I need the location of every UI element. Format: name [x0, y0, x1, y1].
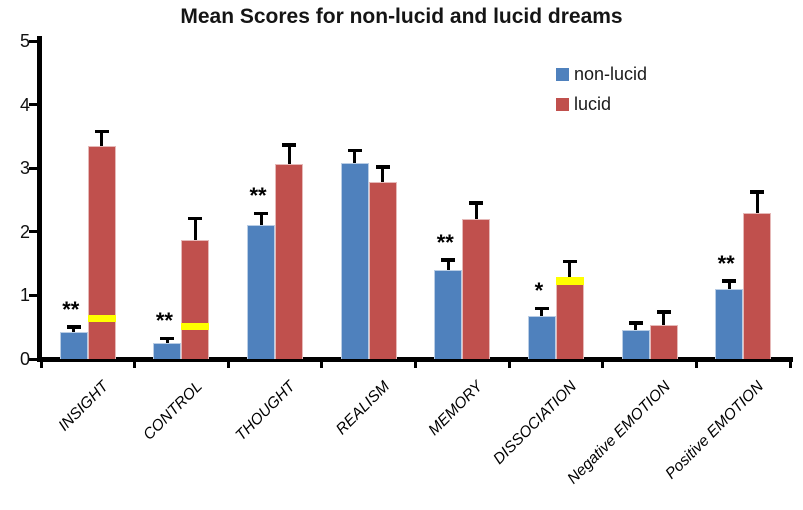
error-bar-lucid-realism — [381, 166, 385, 183]
error-bar-non-lucid-dissociation — [540, 308, 544, 316]
x-axis-tick — [507, 361, 511, 368]
error-bar-non-lucid-insight — [72, 326, 76, 333]
y-axis-tick-label: 1 — [19, 285, 30, 306]
error-bar-cap — [94, 129, 109, 134]
y-axis-tick — [29, 39, 38, 43]
y-axis-tick-label: 0 — [19, 349, 30, 369]
significance-marker-dissociation: * — [534, 278, 544, 304]
legend-label: non-lucid — [574, 64, 648, 84]
error-bar-non-lucid-realism — [353, 150, 357, 164]
error-bar-non-lucid-positive-emotion — [727, 280, 731, 290]
error-bar-lucid-control — [193, 218, 197, 241]
legend-swatch-lucid — [556, 98, 569, 111]
error-bar-cap — [254, 211, 269, 216]
y-axis-tick-label: 2 — [19, 221, 30, 242]
legend-item-lucid: lucid — [556, 94, 647, 115]
error-bar-non-lucid-control — [165, 338, 169, 344]
bar-lucid-insight — [87, 145, 116, 359]
error-bar-cap — [188, 216, 203, 221]
x-axis-tick — [320, 361, 324, 368]
x-axis-tick — [39, 361, 43, 368]
error-bar-lucid-insight — [100, 131, 104, 146]
significance-marker-control: ** — [155, 308, 173, 333]
error-bar-cap — [469, 201, 484, 205]
bar-lucid-dissociation — [555, 276, 584, 359]
error-bar-non-lucid-thought — [259, 213, 263, 226]
significance-marker-insight: ** — [62, 296, 80, 322]
highlight-band-dissociation — [555, 276, 584, 285]
error-bar-cap — [722, 279, 737, 283]
x-axis-line — [37, 357, 793, 362]
x-axis-tick — [133, 361, 137, 368]
legend-swatch-non-lucid — [556, 68, 569, 81]
y-axis-tick — [29, 166, 38, 170]
bar-lucid-realism — [368, 182, 397, 359]
bar-lucid-thought — [275, 164, 304, 359]
bar-non-lucid-negative-emotion — [621, 330, 650, 359]
x-axis-label-control: CONTROL — [139, 378, 206, 444]
y-axis-tick — [29, 103, 38, 107]
bar-lucid-positive-emotion — [743, 212, 772, 359]
chart-title: Mean Scores for non-lucid and lucid drea… — [180, 5, 623, 28]
bar-non-lucid-positive-emotion — [715, 289, 744, 359]
x-axis-tick — [414, 361, 417, 368]
bar-non-lucid-dissociation — [527, 315, 556, 359]
error-bar-lucid-negative-emotion — [662, 311, 666, 325]
x-axis-tick — [601, 361, 605, 368]
error-bar-cap — [441, 258, 456, 262]
error-bar-non-lucid-negative-emotion — [634, 322, 638, 331]
bar-lucid-control — [181, 240, 210, 359]
bar-non-lucid-realism — [340, 163, 369, 359]
y-axis-tick-label: 5 — [19, 31, 30, 51]
error-bar-cap — [562, 259, 577, 264]
x-axis-label-dissociation: DISSOCIATION — [490, 378, 580, 468]
y-axis-line — [37, 36, 42, 361]
highlight-band-control — [181, 322, 210, 331]
y-axis-tick — [29, 293, 38, 297]
bar-non-lucid-control — [153, 343, 182, 359]
x-axis-label-negative-emotion: Negative EMOTION — [564, 378, 674, 488]
error-bar-cap — [750, 190, 765, 194]
bar-non-lucid-thought — [247, 225, 276, 359]
error-bar-cap — [160, 336, 175, 340]
x-axis-label-realism: REALISM — [332, 378, 393, 439]
bar-non-lucid-insight — [59, 332, 88, 359]
significance-marker-positive-emotion: ** — [717, 250, 735, 276]
error-bar-non-lucid-memory — [446, 259, 450, 270]
error-bar-lucid-thought — [287, 144, 291, 165]
x-axis-label-positive-emotion: Positive EMOTION — [662, 378, 768, 483]
bar-lucid-memory — [462, 219, 491, 359]
x-axis-tick — [694, 361, 698, 368]
error-bar-cap — [66, 325, 81, 329]
error-bar-lucid-memory — [474, 202, 478, 220]
error-bar-cap — [347, 148, 362, 153]
x-axis-tick — [788, 361, 792, 368]
significance-marker-memory: ** — [436, 229, 454, 255]
error-bar-lucid-positive-emotion — [755, 191, 759, 213]
y-axis-tick — [29, 230, 38, 234]
x-axis-label-thought: THOUGHT — [232, 378, 300, 445]
bar-lucid-negative-emotion — [649, 324, 678, 359]
y-axis-tick-label: 3 — [19, 158, 30, 179]
legend-item-non-lucid: non-lucid — [556, 64, 647, 85]
error-bar-cap — [282, 143, 297, 147]
legend: non-lucid lucid — [556, 64, 647, 124]
error-bar-cap — [534, 306, 549, 311]
y-axis-tick-label: 4 — [19, 94, 30, 115]
bar-non-lucid-memory — [434, 269, 463, 359]
x-axis-label-insight: INSIGHT — [55, 378, 112, 435]
y-axis-tick — [29, 357, 38, 361]
x-axis-label-memory: MEMORY — [425, 378, 487, 439]
highlight-band-insight — [87, 315, 116, 323]
legend-label: lucid — [574, 94, 612, 114]
error-bar-cap — [375, 165, 390, 169]
error-bar-lucid-dissociation — [568, 261, 572, 277]
error-bar-cap — [628, 321, 643, 325]
x-axis-tick — [226, 361, 230, 368]
error-bar-cap — [656, 310, 671, 314]
significance-marker-thought: ** — [249, 183, 267, 209]
